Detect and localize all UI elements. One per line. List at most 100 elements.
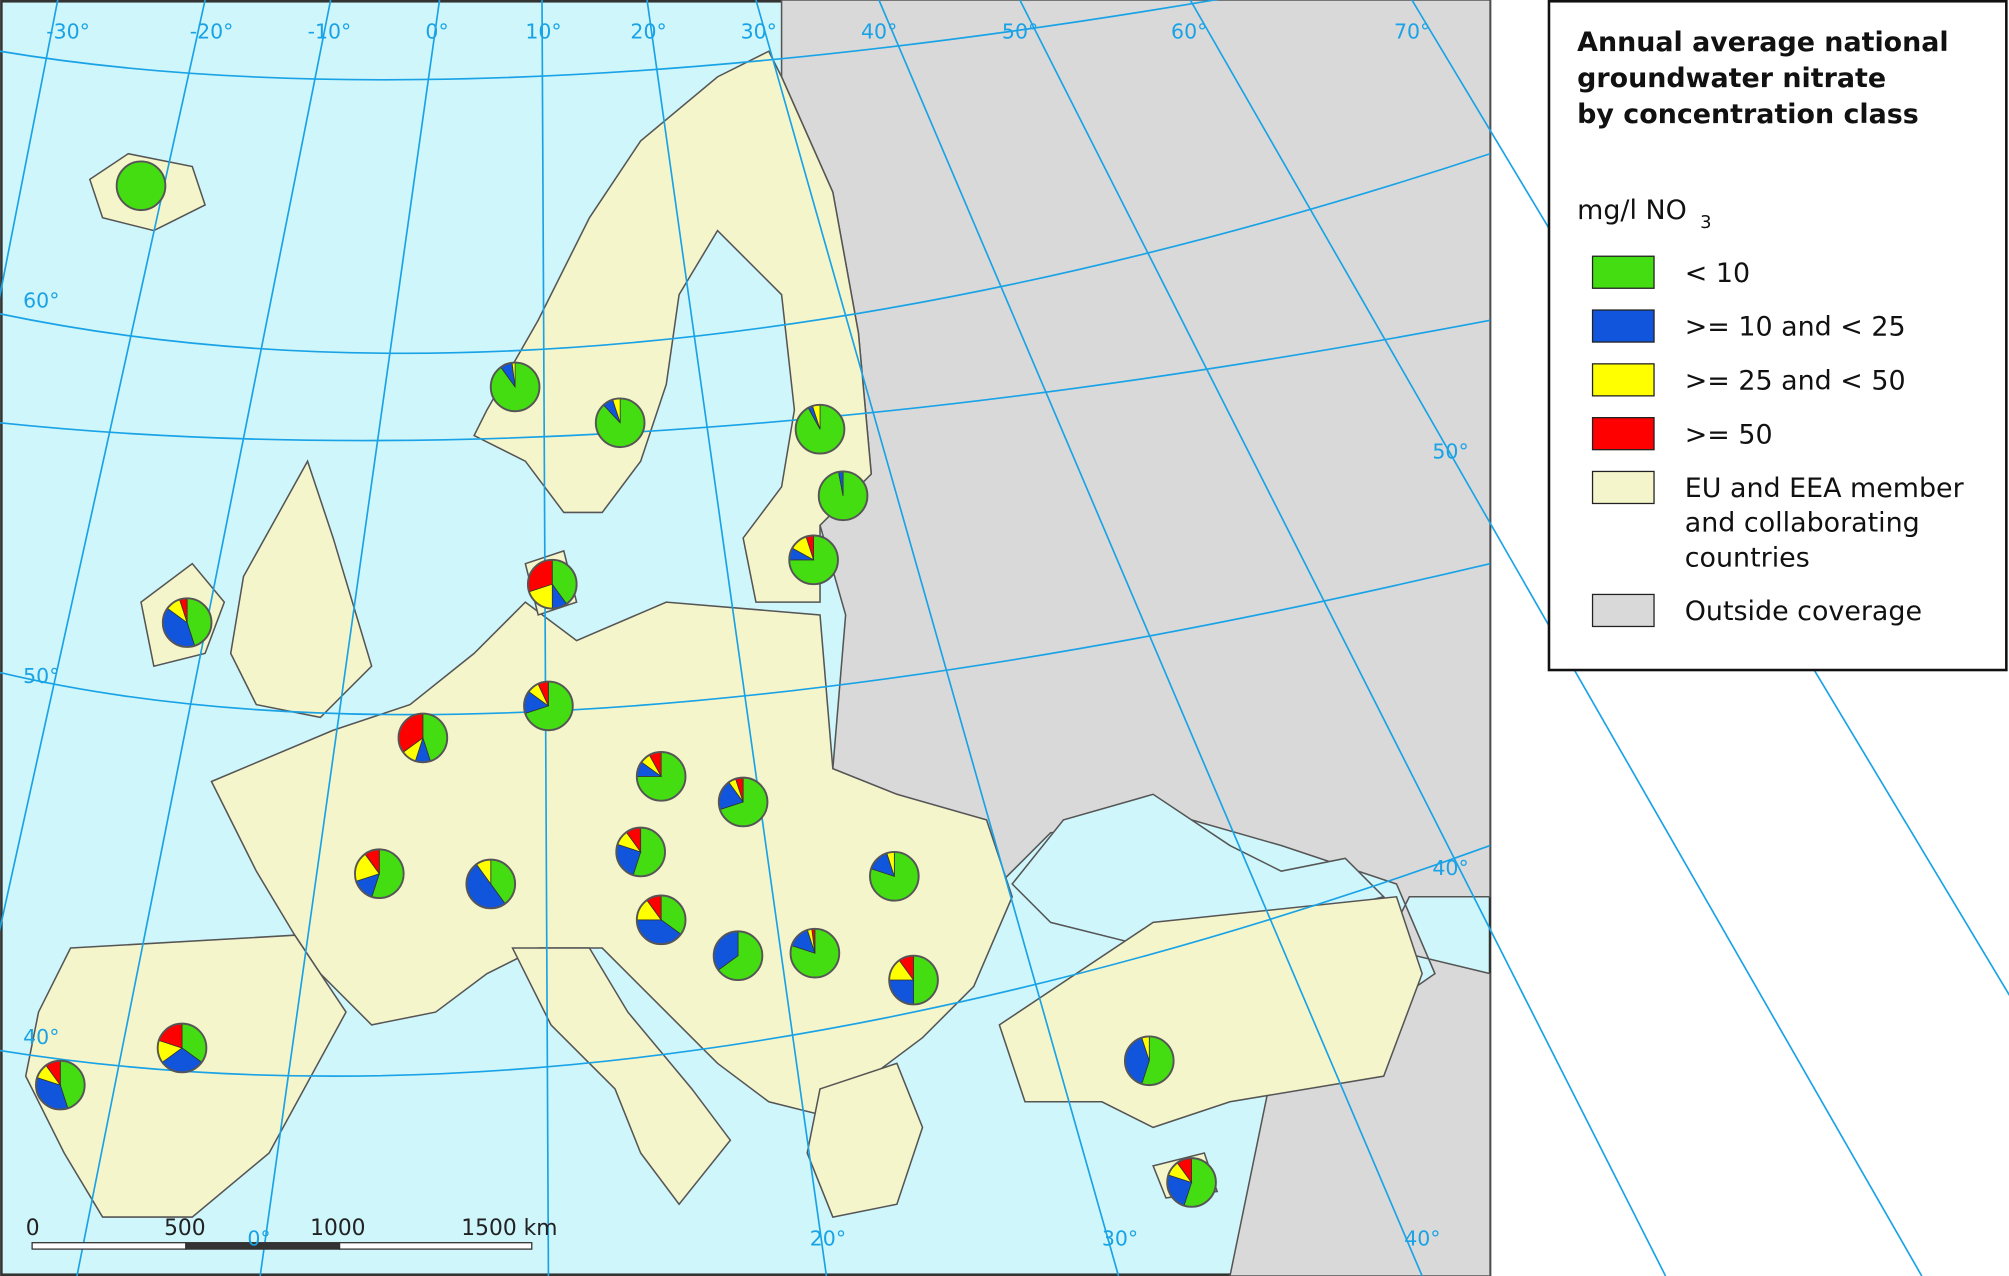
pie-outline <box>712 930 764 982</box>
legend-title: Annual average national <box>1577 27 1948 58</box>
pie-outline <box>523 680 574 732</box>
graticule-label: 50° <box>23 664 59 688</box>
pie <box>888 954 939 1006</box>
pie-outline <box>635 751 687 802</box>
pie <box>1166 1157 1217 1208</box>
graticule-label: -30° <box>46 19 90 43</box>
pie <box>635 751 687 802</box>
legend-unit-sub: 3 <box>1700 212 1711 233</box>
scale-label: 500 <box>164 1216 206 1241</box>
legend-label: >= 25 and < 50 <box>1685 365 1906 396</box>
pie <box>789 927 841 979</box>
legend-swatch <box>1591 593 1655 628</box>
pie <box>717 776 769 828</box>
pie <box>594 397 646 449</box>
pie <box>397 712 449 764</box>
pie-slice <box>116 161 166 211</box>
legend-swatch <box>1591 309 1655 343</box>
pie-outline <box>1166 1157 1217 1208</box>
graticule-label: 20° <box>630 19 666 43</box>
graticule-label: 50° <box>1432 440 1468 464</box>
pie <box>712 930 764 982</box>
scale-label: 1500 km <box>461 1216 557 1241</box>
graticule-label: -20° <box>190 19 234 43</box>
pie-outline <box>161 597 213 648</box>
labels: -30° -20° -10° 0° 10° 20° 30° 40° 50° 60° 70° 60° 50… <box>23 19 1469 1250</box>
legend-title: by concentration class <box>1577 99 1919 130</box>
pie <box>615 826 666 878</box>
pie <box>489 361 541 413</box>
graticule-label: 0° <box>425 19 448 43</box>
graticule-label: 50° <box>1002 19 1038 43</box>
pie <box>354 848 405 900</box>
legend-label: >= 50 <box>1685 419 1773 450</box>
legend: Annual average national groundwater nitra… <box>1577 27 1965 628</box>
graticule-label: 20° <box>810 1226 846 1250</box>
graticule-label: 60° <box>23 288 59 312</box>
pie <box>523 680 574 732</box>
pies <box>35 160 1217 1208</box>
pie <box>635 894 687 946</box>
pie <box>35 1059 86 1111</box>
legend-title: groundwater nitrate <box>1577 63 1886 94</box>
legend-label: >= 10 and < 25 <box>1685 312 1906 343</box>
pie-outline <box>794 403 846 455</box>
parallels <box>0 152 1491 1077</box>
legend-label: EU and EEA member <box>1685 473 1965 504</box>
legend-swatch <box>1591 255 1655 289</box>
pie <box>869 850 920 902</box>
parallel-70 <box>0 0 1220 81</box>
graticule-label: 30° <box>1102 1226 1138 1250</box>
graticule-label: 40° <box>1404 1226 1440 1250</box>
pie-outline <box>354 848 405 900</box>
graticule-label: 0° <box>247 1226 270 1250</box>
uk <box>229 459 373 719</box>
legend-swatch <box>1591 363 1655 397</box>
pie-outline <box>615 826 666 878</box>
legend-label: Outside coverage <box>1685 596 1922 627</box>
pie <box>817 470 869 522</box>
scale-bar <box>31 1242 533 1250</box>
legend-label: < 10 <box>1685 258 1750 289</box>
pie-outline <box>1123 1035 1175 1087</box>
scale-segment <box>31 1242 187 1250</box>
legend-label: countries <box>1685 542 1810 573</box>
pie <box>161 597 213 648</box>
pie <box>156 1022 208 1074</box>
graticule-label: 40° <box>23 1025 59 1049</box>
scale-segment <box>338 1242 533 1250</box>
pie-outline <box>635 894 687 946</box>
pie-outline <box>817 470 869 522</box>
graticule-label: 30° <box>741 19 777 43</box>
graticule-label: -10° <box>308 19 352 43</box>
pie-outline <box>489 361 541 413</box>
pie <box>465 858 517 910</box>
pie <box>1123 1035 1175 1087</box>
scale-label: 0 <box>26 1216 40 1241</box>
pie-outline <box>788 534 839 586</box>
pie <box>526 558 578 610</box>
graticule-label: 60° <box>1171 19 1207 43</box>
graticule-label: 40° <box>861 19 897 43</box>
pie-outline <box>156 1022 208 1074</box>
scale-label: 1000 <box>310 1216 365 1241</box>
graticule-label: 10° <box>525 19 561 43</box>
pie-outline <box>115 160 167 212</box>
greece <box>806 1062 924 1218</box>
legend-label: and collaborating <box>1685 508 1920 539</box>
pie-outline <box>35 1059 86 1111</box>
turkey <box>998 895 1423 1129</box>
legend-unit: mg/l NO <box>1577 195 1687 226</box>
graticule-label: 40° <box>1432 856 1468 880</box>
pie-outline <box>594 397 646 449</box>
pie <box>794 403 846 455</box>
pie-outline <box>717 776 769 828</box>
legend-swatch <box>1591 417 1655 451</box>
pie-outline <box>397 712 449 764</box>
pie-outline <box>465 858 517 910</box>
pie-outline <box>888 954 939 1006</box>
scandinavia <box>473 50 873 603</box>
pie <box>788 534 839 586</box>
